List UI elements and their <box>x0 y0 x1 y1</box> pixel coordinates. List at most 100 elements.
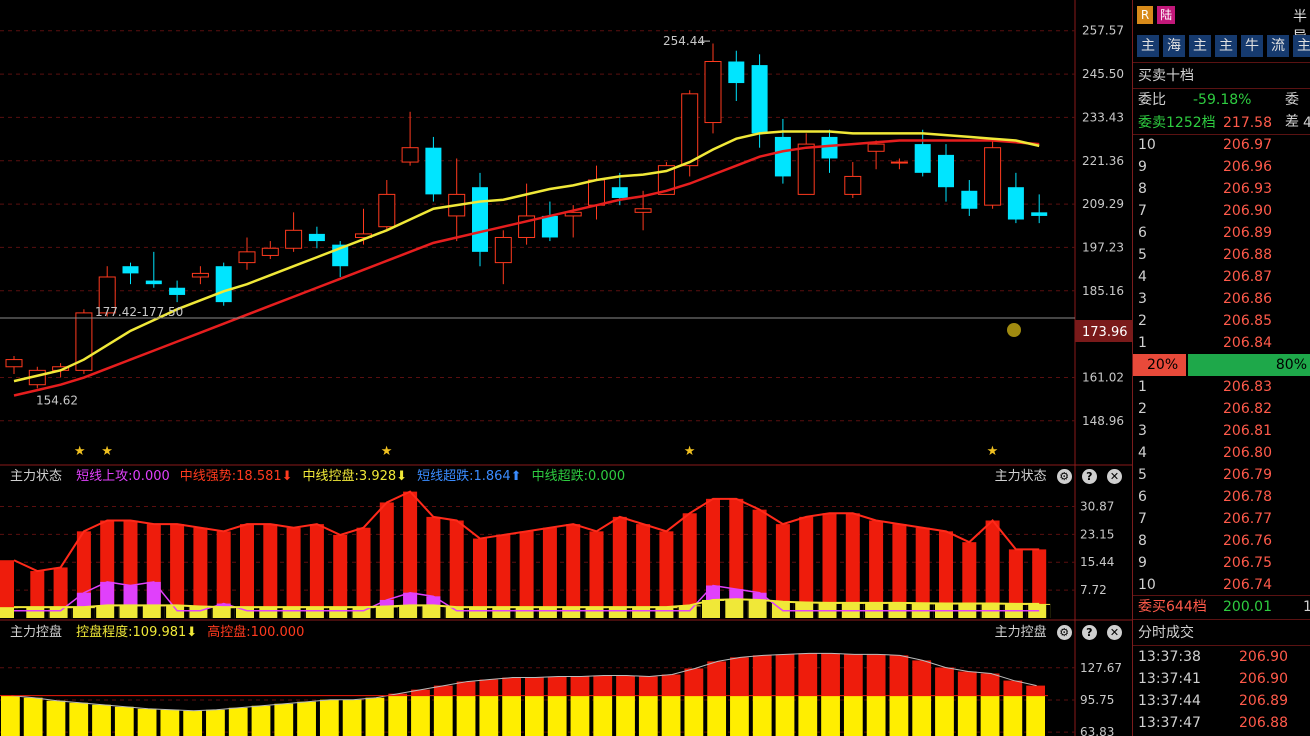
indicator-bar <box>496 534 511 618</box>
indicator-gap <box>650 608 655 618</box>
indicator-item: 中线强势:18.581⬇ <box>180 469 293 484</box>
control-bar <box>251 705 271 736</box>
sell-total-vol: 4 <box>1303 115 1310 131</box>
toolbar-button[interactable]: 流 <box>1267 35 1289 57</box>
indicator-bar <box>449 520 464 618</box>
control-bar-high <box>730 657 749 696</box>
level-label: 4 <box>1138 445 1147 461</box>
bid-row[interactable]: 10 206.74 <box>1133 574 1310 596</box>
level-price: 206.78 <box>1223 489 1272 505</box>
control-bar-high <box>502 677 521 696</box>
help-icon[interactable]: ? <box>1081 469 1097 484</box>
gear-icon[interactable]: ⚙ <box>1056 625 1072 640</box>
ask-row[interactable]: 9 206.96 <box>1133 156 1310 178</box>
control-bar <box>1026 695 1045 736</box>
control-bar-high <box>456 681 476 696</box>
trade-price: 206.90 <box>1239 649 1288 665</box>
bid-row[interactable]: 2 206.82 <box>1133 398 1310 420</box>
panel-title: 买卖十档 <box>1138 68 1194 84</box>
level-price: 206.90 <box>1223 203 1272 219</box>
control-bar <box>319 699 339 736</box>
indicator1-right-title: 主力状态 <box>994 469 1047 484</box>
toolbar-button[interactable]: 主 <box>1137 35 1159 57</box>
indicator-bar <box>985 520 1000 618</box>
control-bar-high <box>1003 680 1023 696</box>
help-icon[interactable]: ? <box>1081 625 1097 640</box>
ask-row[interactable]: 6 206.89 <box>1133 222 1310 244</box>
ask-row[interactable]: 2 206.85 <box>1133 310 1310 332</box>
bid-row[interactable]: 6 206.78 <box>1133 486 1310 508</box>
signal-star-icon: ★ <box>74 444 86 459</box>
y-tick-label: 23.15 <box>1080 527 1114 541</box>
indicator-yellow-bar <box>399 605 422 618</box>
ma-long-line <box>13 139 1040 397</box>
buy-total-vol: 1 <box>1303 599 1310 615</box>
candle-body <box>914 144 931 173</box>
indicator-yellow-bar <box>142 605 165 618</box>
control-bar-high <box>661 674 681 696</box>
level-label: 2 <box>1138 401 1147 417</box>
indicator-gap <box>114 606 119 618</box>
control-bar-high <box>707 661 727 696</box>
control-bar <box>479 695 499 736</box>
bid-row[interactable]: 8 206.76 <box>1133 530 1310 552</box>
control-bar-high <box>866 654 886 696</box>
ask-row[interactable]: 7 206.90 <box>1133 200 1310 222</box>
low-annotation: 154.62 <box>36 394 78 408</box>
bid-row[interactable]: 7 206.77 <box>1133 508 1310 530</box>
candle-body <box>238 251 256 264</box>
gear-icon[interactable]: ⚙ <box>1056 469 1072 484</box>
indicator-item-arrow: ⬆ <box>510 469 522 484</box>
indicator-item-label: 高控盘:100.000 <box>207 625 305 640</box>
candle-body <box>890 161 908 164</box>
indicator1-controls: 主力状态 ⚙ ? ✕ <box>995 466 1122 488</box>
control-bar <box>342 699 362 736</box>
indicator-gap <box>67 608 72 618</box>
indicator-item: 中线控盘:3.928⬇ <box>303 469 408 484</box>
ask-row[interactable]: 8 206.93 <box>1133 178 1310 200</box>
indicator-bar <box>356 527 371 618</box>
level-label: 4 <box>1138 269 1147 285</box>
candle-body <box>728 61 745 84</box>
level-price: 206.86 <box>1223 291 1272 307</box>
control-bar <box>730 695 749 736</box>
indicator-bar <box>333 534 348 618</box>
indicator-bar <box>822 513 837 618</box>
indicator-bar <box>612 516 627 618</box>
bid-row[interactable]: 4 206.80 <box>1133 442 1310 464</box>
ask-row[interactable]: 1 206.84 <box>1133 332 1310 354</box>
bid-row[interactable]: 9 206.75 <box>1133 552 1310 574</box>
control-bar-high <box>957 671 977 696</box>
bid-row[interactable]: 5 206.79 <box>1133 464 1310 486</box>
chart-area[interactable]: 257.57 245.50 233.43 221.36 209.29 197.23 185.… <box>0 0 1132 736</box>
level-price: 206.88 <box>1223 247 1272 263</box>
trade-price: 206.89 <box>1239 693 1288 709</box>
level-label: 3 <box>1138 423 1147 439</box>
indicator2-title: 主力控盘 <box>10 625 63 640</box>
toolbar-button[interactable]: 主 <box>1215 35 1237 57</box>
toolbar-button[interactable]: 主 <box>1293 35 1310 57</box>
toolbar-button[interactable]: 牛 <box>1241 35 1263 57</box>
ask-row[interactable]: 5 206.88 <box>1133 244 1310 266</box>
ask-row[interactable]: 3 206.86 <box>1133 288 1310 310</box>
close-icon[interactable]: ✕ <box>1107 469 1122 484</box>
control-bar-high <box>616 675 635 696</box>
bid-row[interactable]: 3 206.81 <box>1133 420 1310 442</box>
badge-lu[interactable]: 陆 <box>1157 6 1176 24</box>
ask-row[interactable]: 4 206.87 <box>1133 266 1310 288</box>
candle-body <box>867 143 885 152</box>
indicator-bar <box>915 527 930 618</box>
bid-row[interactable]: 1 206.83 <box>1133 376 1310 398</box>
indicator1-title: 主力状态 <box>10 469 63 484</box>
close-icon[interactable]: ✕ <box>1107 625 1122 640</box>
indicator-item-arrow: ⬇ <box>186 625 198 640</box>
trade-time: 13:37:38 <box>1138 649 1201 665</box>
candle-body <box>308 233 325 242</box>
candle-body <box>261 247 279 256</box>
toolbar-button[interactable]: 主 <box>1189 35 1211 57</box>
control-bar-high <box>775 654 795 696</box>
indicator-bar <box>53 567 68 618</box>
toolbar-button[interactable]: 海 <box>1163 35 1185 57</box>
badge-r[interactable]: R <box>1137 6 1153 24</box>
ask-row[interactable]: 10 206.97 <box>1133 134 1310 156</box>
